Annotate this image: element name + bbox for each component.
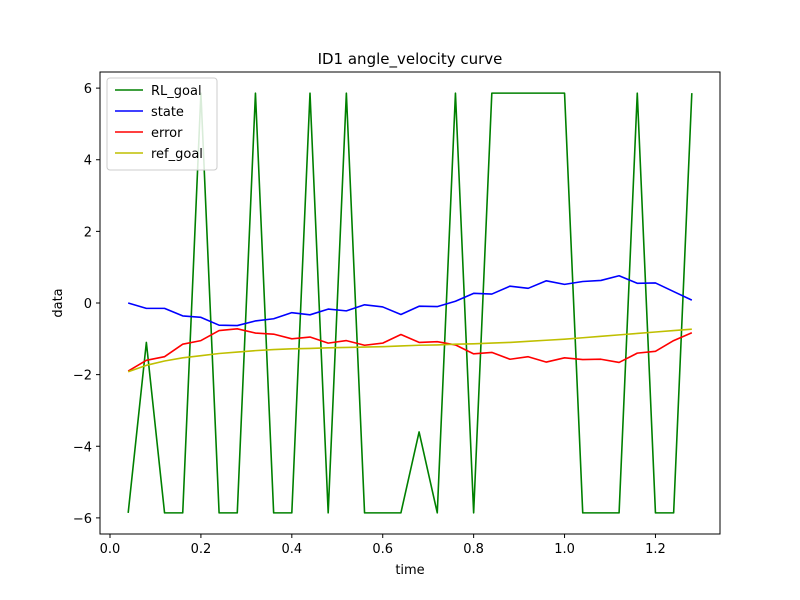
y-axis-ticks: −6 −4 −2 0 2 4 6 [73, 82, 100, 527]
y-tick-label: 6 [84, 82, 92, 97]
series-line-rl-goal [127, 92, 693, 514]
series-line-ref-goal [127, 328, 692, 373]
chart-title: ID1 angle_velocity curve [318, 50, 503, 69]
x-tick-label: 0.8 [463, 542, 484, 557]
legend-label: state [151, 105, 184, 120]
legend-label: ref_goal [151, 147, 203, 162]
y-tick-label: 2 [84, 225, 92, 240]
y-tick-label: −4 [73, 440, 92, 455]
x-axis-label: time [395, 563, 424, 578]
legend-label: error [151, 126, 183, 141]
y-tick-label: 0 [84, 297, 92, 312]
series-line-error [127, 327, 693, 372]
series-layer [127, 92, 693, 514]
x-tick-label: 1.2 [645, 542, 666, 557]
legend-box [106, 77, 218, 171]
y-tick-label: −2 [73, 369, 92, 384]
x-tick-label: 0.2 [191, 542, 212, 557]
y-tick-label: 4 [84, 154, 92, 169]
y-tick-label: −6 [73, 512, 92, 527]
x-tick-label: 0.6 [372, 542, 393, 557]
series-line-state [127, 274, 693, 327]
x-tick-label: 1.0 [554, 542, 575, 557]
legend-label: RL_goal [151, 84, 202, 99]
x-tick-label: 0.0 [100, 542, 121, 557]
x-axis-ticks: 0.0 0.2 0.4 0.6 0.8 1.0 1.2 [100, 534, 666, 557]
x-tick-label: 0.4 [281, 542, 302, 557]
y-axis-label: data [51, 288, 66, 317]
